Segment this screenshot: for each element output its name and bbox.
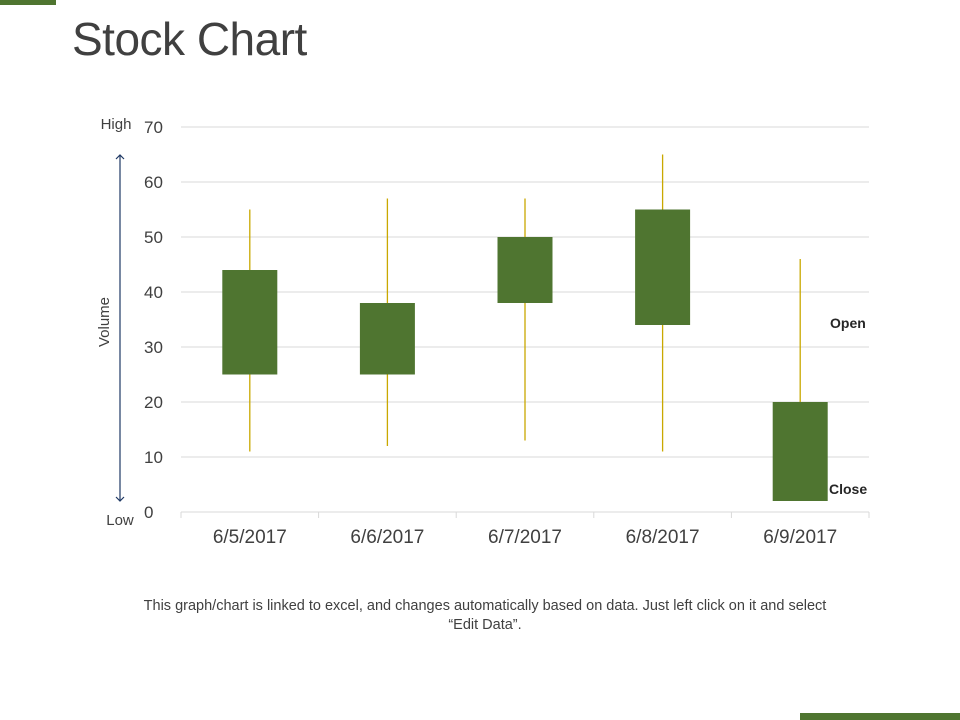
candle-body <box>772 402 828 501</box>
x-tick-label: 6/5/2017 <box>213 527 287 548</box>
axis-low-label: Low <box>106 512 134 529</box>
y-tick-label: 30 <box>144 338 163 357</box>
y-tick-label: 40 <box>144 283 163 302</box>
y-tick-label: 0 <box>144 503 153 522</box>
y-axis-label: Volume <box>96 297 113 347</box>
x-tick-label: 6/9/2017 <box>763 527 837 548</box>
x-tick-label: 6/6/2017 <box>350 527 424 548</box>
candlesticks <box>222 154 828 501</box>
x-tick-label: 6/8/2017 <box>626 527 700 548</box>
gridlines <box>180 126 870 518</box>
y-tick-labels: 0 10 20 30 40 50 60 70 <box>144 118 163 522</box>
x-tick-label: 6/7/2017 <box>488 527 562 548</box>
candle-body <box>635 209 691 325</box>
x-tick-labels: 6/5/2017 6/6/2017 6/7/2017 6/8/2017 6/9/2017 <box>213 527 837 548</box>
stock-chart: 0 10 20 30 40 50 60 70 6/5/2017 6/6/2017 6/7/2017… <box>96 116 870 548</box>
y-tick-label: 50 <box>144 228 163 247</box>
top-accent-bar <box>0 0 56 5</box>
close-annotation: Close <box>829 481 867 497</box>
axis-high-label: High <box>101 116 132 133</box>
y-tick-label: 70 <box>144 118 163 137</box>
candle-body <box>497 237 553 303</box>
slide-title: Stock Chart <box>72 13 307 65</box>
y-tick-label: 10 <box>144 448 163 467</box>
chart-caption: This graph/chart is linked to excel, and… <box>143 598 827 633</box>
candle-body <box>359 303 415 375</box>
bottom-accent-bar <box>800 713 960 720</box>
y-tick-label: 60 <box>144 173 163 192</box>
y-tick-label: 20 <box>144 393 163 412</box>
candle-body <box>222 270 278 375</box>
open-annotation: Open <box>830 315 866 331</box>
